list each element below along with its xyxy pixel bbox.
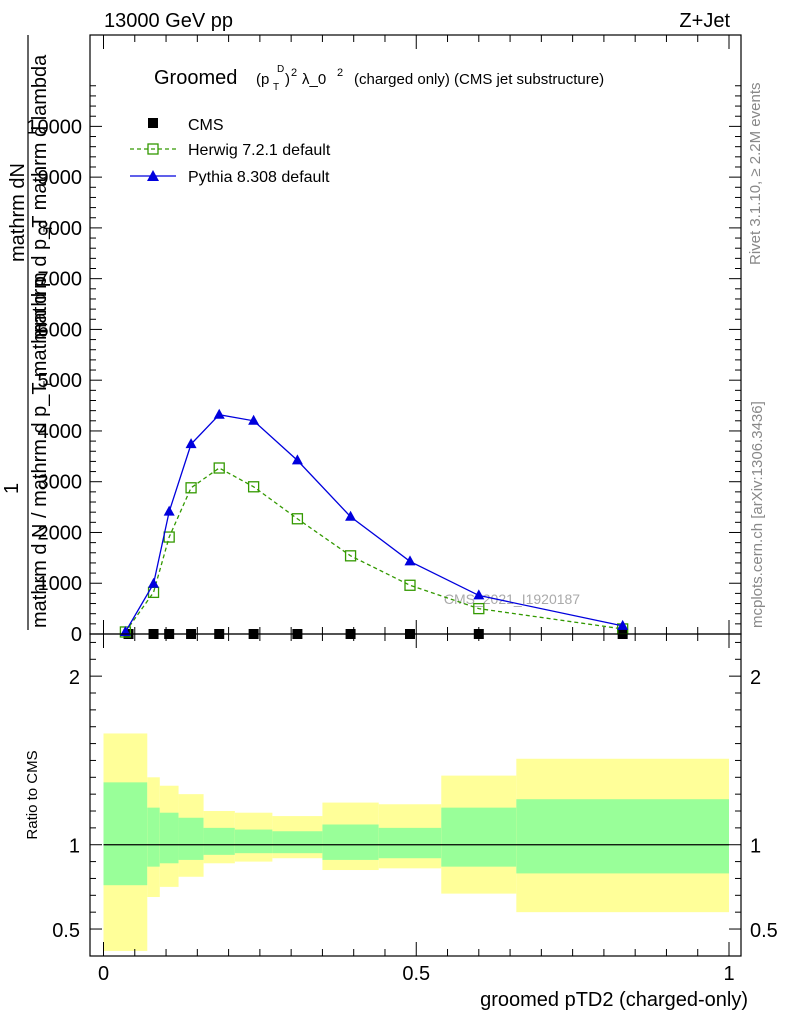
title-T: T <box>273 82 279 93</box>
herwig-point <box>213 462 225 474</box>
pythia-point <box>148 577 160 588</box>
band-inner <box>203 827 235 855</box>
legend-cms-label: CMS <box>188 117 224 134</box>
pythia-point <box>213 408 225 419</box>
band-inner <box>322 824 379 860</box>
ylabel-num2: mathrm d p_T mathrm d lambda <box>29 54 51 340</box>
mcplots-label: mcplots.cern.ch [arXiv:1306.3436] <box>749 401 766 628</box>
watermark: CMS_2021_I1920187 <box>444 591 580 607</box>
band-inner <box>441 807 517 867</box>
ratio-y-tick-label: 0.5 <box>52 920 80 942</box>
y-tick-label: 3000 <box>38 472 83 494</box>
ratio-frame <box>89 633 742 957</box>
pythia-point <box>473 589 485 600</box>
legend-pythia-marker <box>147 170 159 181</box>
band-inner <box>234 829 273 854</box>
ylabel-den-sub: T <box>41 380 55 388</box>
band-inner <box>272 831 323 854</box>
herwig-point <box>291 513 304 525</box>
y-tick-label: 2000 <box>38 522 83 544</box>
pythia-point <box>404 555 416 566</box>
header-left: 13000 GeV pp <box>104 10 233 32</box>
main-panel: 0 1000 2000 3000 4000 5000 6000 7000 8000 9000 100… <box>1 34 742 646</box>
y-tick-label: 6000 <box>38 319 83 341</box>
pythia-point <box>185 438 197 449</box>
y-tick-label: 0 <box>71 624 82 646</box>
ratio-y-tick-label: 2 <box>69 667 80 689</box>
legend-herwig-label: Herwig 7.2.1 default <box>188 142 331 159</box>
ylabel-one: 1 <box>1 483 23 494</box>
legend-cms-marker <box>148 118 158 128</box>
legend: CMS Herwig 7.2.1 default Pythia 8.308 de… <box>130 117 331 186</box>
ylabel-num2-sub: T <box>41 224 55 232</box>
y-tick-label: 9000 <box>38 167 83 189</box>
pythia-point <box>291 454 303 465</box>
legend-herwig-marker <box>147 143 159 155</box>
title-close: ) <box>285 71 290 88</box>
title-D: D <box>277 64 284 75</box>
y-tick-label: 10000 <box>26 116 82 138</box>
title-sq: 2 <box>291 67 297 79</box>
band-inner <box>147 807 160 867</box>
rivet-label: Rivet 3.1.10, ≥ 2.2M events <box>747 83 764 266</box>
x-tick-label: 0 <box>98 963 109 985</box>
herwig-point <box>404 579 416 591</box>
herwig-point <box>247 481 260 493</box>
band-inner <box>178 817 204 860</box>
legend-pythia-label: Pythia 8.308 default <box>188 169 330 186</box>
ratio-y-tick-label-right: 1 <box>750 836 761 858</box>
pythia-point <box>617 619 629 630</box>
y-tick-label: 8000 <box>38 218 83 240</box>
y-tick-label: 7000 <box>38 269 83 291</box>
y-tick-label: 4000 <box>38 421 83 443</box>
ratio-y-tick-label: 1 <box>69 836 80 858</box>
ratio-x-ticks: 0 0.5 1 <box>98 634 735 985</box>
title-p: (p <box>256 71 269 88</box>
band-inner <box>516 799 729 874</box>
ylabel-num: mathrm dN <box>7 163 29 262</box>
band-inner <box>378 827 442 859</box>
x-tick-label: 1 <box>723 963 734 985</box>
title-lambda: λ_0 <box>302 71 326 88</box>
x-axis-label: groomed pTD2 (charged-only) <box>480 989 748 1011</box>
ratio-bands <box>103 733 729 951</box>
title-main: Groomed <box>154 67 237 89</box>
herwig-point <box>473 602 485 615</box>
herwig-point <box>344 550 357 562</box>
main-y-label: mathrm dN mathrm d p_T mathrm d lambda T… <box>1 35 55 630</box>
band-inner <box>103 782 148 886</box>
title-rest: (charged only) (CMS jet substructure) <box>354 71 604 88</box>
pythia-point <box>345 510 357 521</box>
ratio-y-ticks: 0.5 0.5 1 1 2 2 <box>52 641 778 942</box>
ratio-y-tick-label-right: 0.5 <box>750 920 778 942</box>
series-line-1 <box>124 467 623 633</box>
pythia-point <box>248 414 260 425</box>
title-sq2: 2 <box>337 67 343 79</box>
ratio-y-label: Ratio to CMS <box>24 750 41 839</box>
plot-title: Groomed (p T D ) 2 λ_0 2 (charged only) … <box>154 64 604 93</box>
ylabel-den: mathrm d N / mathrm d p_T mathrm d p <box>29 276 51 628</box>
y-tick-label: 5000 <box>38 370 83 392</box>
y-tick-label: 1000 <box>38 573 83 595</box>
main-y-ticks: 0 1000 2000 3000 4000 5000 6000 7000 8000 9000 100… <box>26 85 741 646</box>
herwig-point <box>185 482 197 494</box>
ratio-panel: 0.5 0.51 12 2 0 0.5 1 Ratio to CMS groomed pT… <box>24 633 778 1011</box>
x-tick-label: 0.5 <box>402 963 430 985</box>
band-inner <box>159 812 179 864</box>
pythia-point <box>163 505 175 516</box>
herwig-point <box>163 531 175 543</box>
header-right: Z+Jet <box>679 10 730 32</box>
ratio-y-tick-label-right: 2 <box>750 667 761 689</box>
